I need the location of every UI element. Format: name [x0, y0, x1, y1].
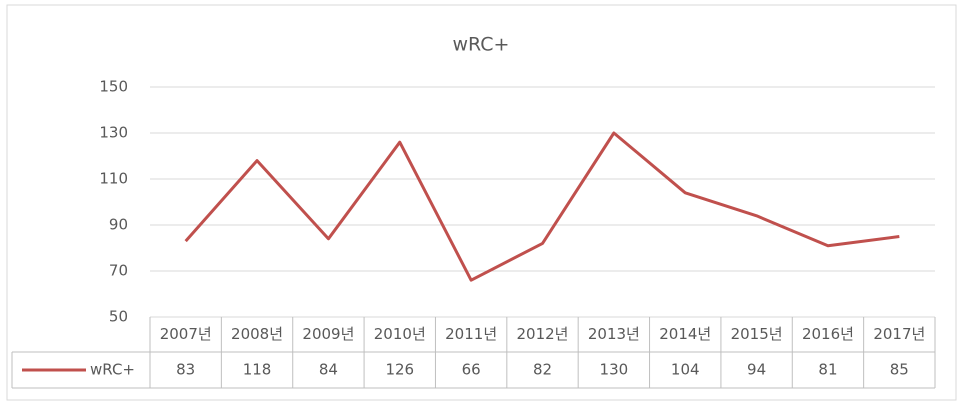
table-value: 94 [747, 361, 766, 379]
x-tick-label: 2012년 [517, 325, 569, 343]
table-value: 118 [243, 361, 272, 379]
x-tick-label: 2014년 [659, 325, 711, 343]
chart-frame [6, 4, 957, 401]
y-tick-label: 50 [109, 308, 128, 326]
table-value: 81 [818, 361, 837, 379]
legend-label: wRC+ [90, 361, 135, 379]
table-value: 85 [890, 361, 909, 379]
y-tick-label: 150 [99, 78, 128, 96]
x-tick-label: 2016년 [802, 325, 854, 343]
table-value: 126 [385, 361, 414, 379]
x-tick-label: 2011년 [445, 325, 497, 343]
y-tick-label: 70 [109, 262, 128, 280]
x-tick-label: 2007년 [160, 325, 212, 343]
chart-title: wRC+ [453, 34, 510, 56]
y-tick-label: 110 [99, 170, 128, 188]
line-series [184, 131, 900, 282]
table-value: 84 [319, 361, 338, 379]
table-value: 83 [176, 361, 195, 379]
x-tick-label: 2008년 [231, 325, 283, 343]
x-tick-label: 2009년 [302, 325, 354, 343]
x-tick-label: 2010년 [374, 325, 426, 343]
y-tick-label: 90 [109, 216, 128, 234]
table-value: 104 [671, 361, 700, 379]
table-value: 130 [600, 361, 629, 379]
y-tick-label: 130 [99, 124, 128, 142]
table-value: 82 [533, 361, 552, 379]
table-value: 66 [462, 361, 481, 379]
x-tick-label: 2015년 [731, 325, 783, 343]
x-tick-label: 2013년 [588, 325, 640, 343]
x-tick-label: 2017년 [873, 325, 925, 343]
